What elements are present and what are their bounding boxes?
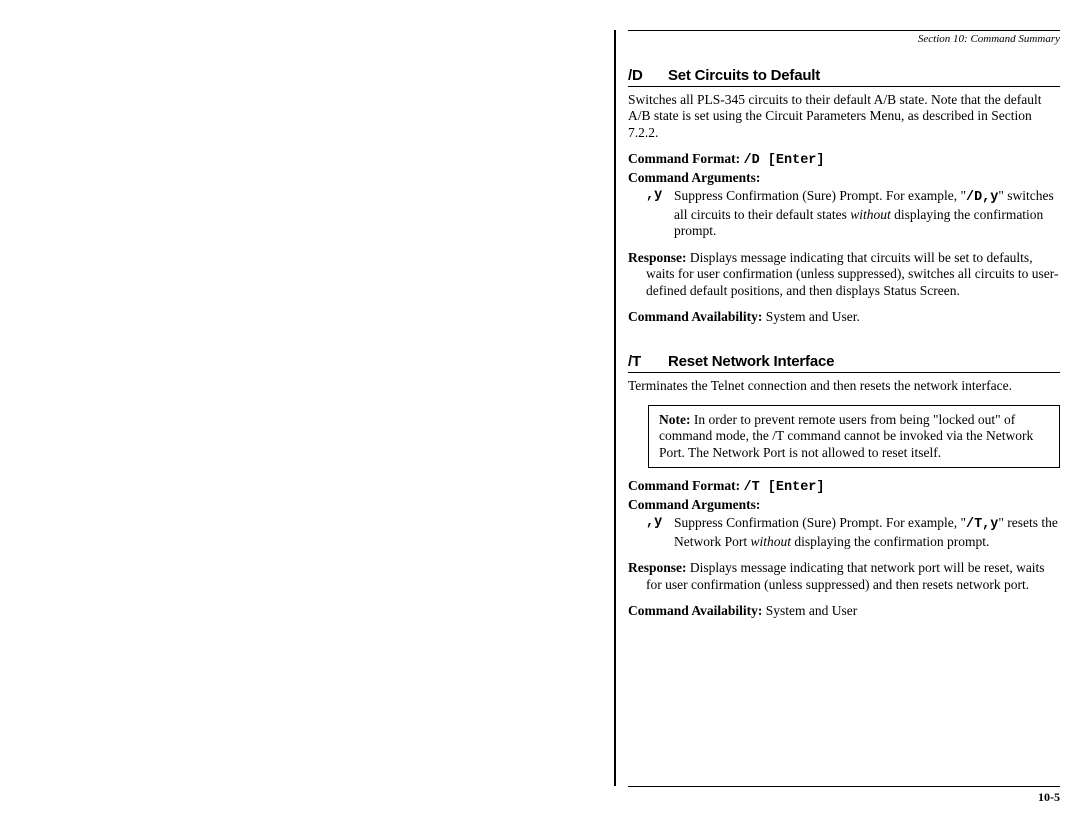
footer-rule [628, 786, 1060, 787]
availability-text: System and User. [762, 309, 860, 324]
command-title: Reset Network Interface [668, 353, 834, 370]
command-title: Set Circuits to Default [668, 67, 820, 84]
arg-description: Suppress Confirmation (Sure) Prompt. For… [674, 515, 1060, 550]
command-code: /T [628, 353, 664, 370]
command-args-label-line: Command Arguments: [628, 170, 1060, 186]
page-number: 10-5 [628, 790, 1060, 805]
vertical-divider [614, 30, 616, 786]
response-block: Response: Displays message indicating th… [628, 560, 1060, 593]
command-format-line: Command Format: /T [Enter] [628, 478, 1060, 495]
availability-text: System and User [762, 603, 857, 618]
format-label: Command Format: [628, 151, 740, 166]
availability-label: Command Availability: [628, 603, 762, 618]
format-label: Command Format: [628, 478, 740, 493]
argument-block: ,y Suppress Confirmation (Sure) Prompt. … [628, 515, 1060, 550]
response-label: Response: [628, 250, 687, 265]
arg-description: Suppress Confirmation (Sure) Prompt. For… [674, 188, 1060, 239]
page-content: Section 10: Command Summary /D Set Circu… [628, 30, 1060, 619]
response-block: Response: Displays message indicating th… [628, 250, 1060, 299]
format-value: /T [Enter] [743, 480, 824, 495]
command-code: /D [628, 67, 664, 84]
availability-line: Command Availability: System and User. [628, 309, 1060, 325]
note-text: In order to prevent remote users from be… [659, 412, 1033, 460]
note-label: Note: [659, 412, 690, 427]
command-description: Terminates the Telnet connection and the… [628, 378, 1060, 394]
command-args-label-line: Command Arguments: [628, 497, 1060, 513]
availability-line: Command Availability: System and User [628, 603, 1060, 619]
section-title-t: /T Reset Network Interface [628, 353, 1060, 373]
argument-block: ,y Suppress Confirmation (Sure) Prompt. … [628, 188, 1060, 239]
availability-label: Command Availability: [628, 309, 762, 324]
section-title-d: /D Set Circuits to Default [628, 67, 1060, 87]
header-section-label: Section 10: Command Summary [628, 33, 1060, 45]
args-label: Command Arguments: [628, 170, 760, 185]
command-format-line: Command Format: /D [Enter] [628, 151, 1060, 168]
note-box: Note: In order to prevent remote users f… [648, 405, 1060, 468]
arg-key: ,y [646, 188, 674, 203]
header-rule [628, 30, 1060, 31]
format-value: /D [Enter] [743, 153, 824, 168]
args-label: Command Arguments: [628, 497, 760, 512]
arg-key: ,y [646, 515, 674, 530]
command-description: Switches all PLS-345 circuits to their d… [628, 92, 1060, 141]
response-label: Response: [628, 560, 687, 575]
